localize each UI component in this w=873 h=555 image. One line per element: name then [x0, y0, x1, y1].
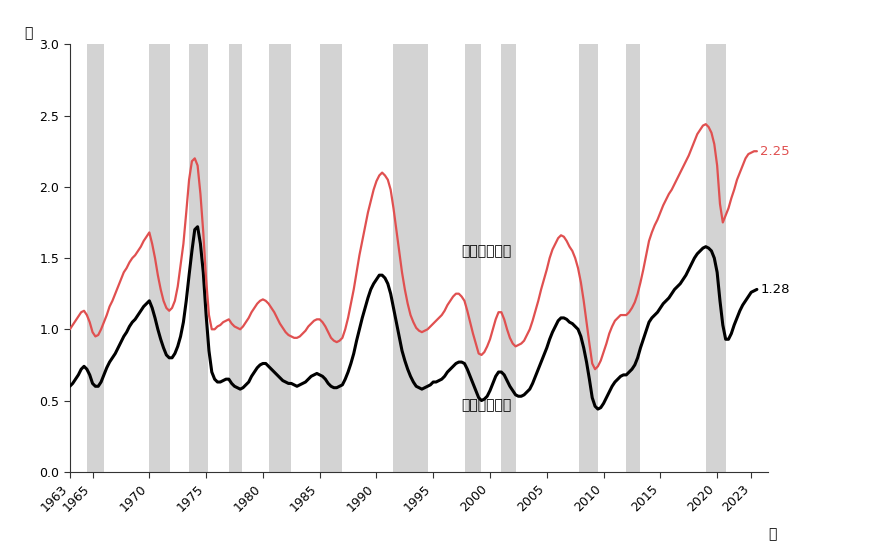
Bar: [579, 44, 598, 472]
Text: 1.28: 1.28: [760, 283, 790, 296]
Bar: [501, 44, 516, 472]
Bar: [189, 44, 209, 472]
Bar: [626, 44, 640, 472]
Bar: [394, 44, 428, 472]
Bar: [87, 44, 104, 472]
Bar: [269, 44, 292, 472]
Text: 2.25: 2.25: [760, 145, 790, 158]
Text: 倍: 倍: [24, 26, 33, 40]
Text: 新規求人倍率: 新規求人倍率: [462, 244, 512, 258]
Bar: [320, 44, 342, 472]
Text: 年: 年: [768, 527, 777, 541]
Text: 有効求人倍率: 有効求人倍率: [462, 398, 512, 412]
Bar: [465, 44, 481, 472]
Bar: [705, 44, 726, 472]
Bar: [229, 44, 243, 472]
Bar: [149, 44, 169, 472]
